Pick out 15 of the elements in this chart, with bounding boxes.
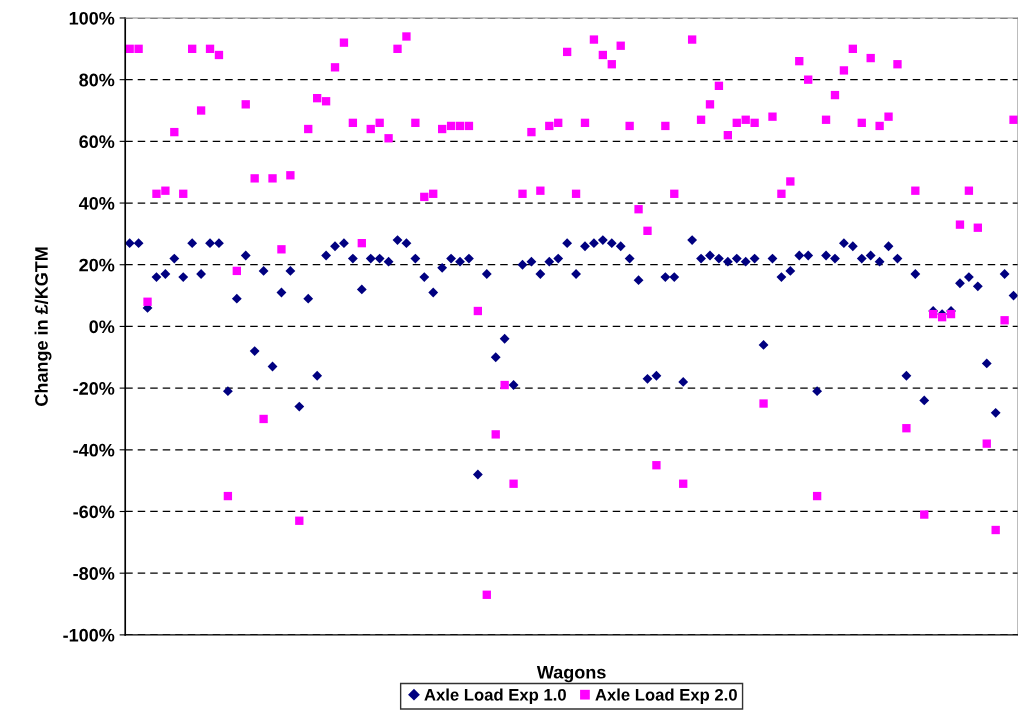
y-tick-label: 100% <box>69 11 115 25</box>
y-tick-label: -60% <box>73 505 115 519</box>
y-tick-label: -40% <box>73 443 115 457</box>
y-tick-label: 0% <box>89 320 115 334</box>
y-tick-label: -20% <box>73 382 115 395</box>
legend-label: Axle Load Exp 2.0 <box>595 688 737 704</box>
y-tick-label: 60% <box>79 135 115 149</box>
y-tick-label: 20% <box>79 258 115 272</box>
y-tick-label: -80% <box>73 567 115 580</box>
y-tick-label: -100% <box>63 628 115 642</box>
y-tick-label: 40% <box>78 196 115 210</box>
x-axis-title: Wagons <box>536 666 606 683</box>
y-axis-title: Change in £/KGTM <box>34 247 52 406</box>
y-tick-label: 80% <box>79 73 115 87</box>
legend-label: Axle Load Exp 1.0 <box>424 688 566 704</box>
